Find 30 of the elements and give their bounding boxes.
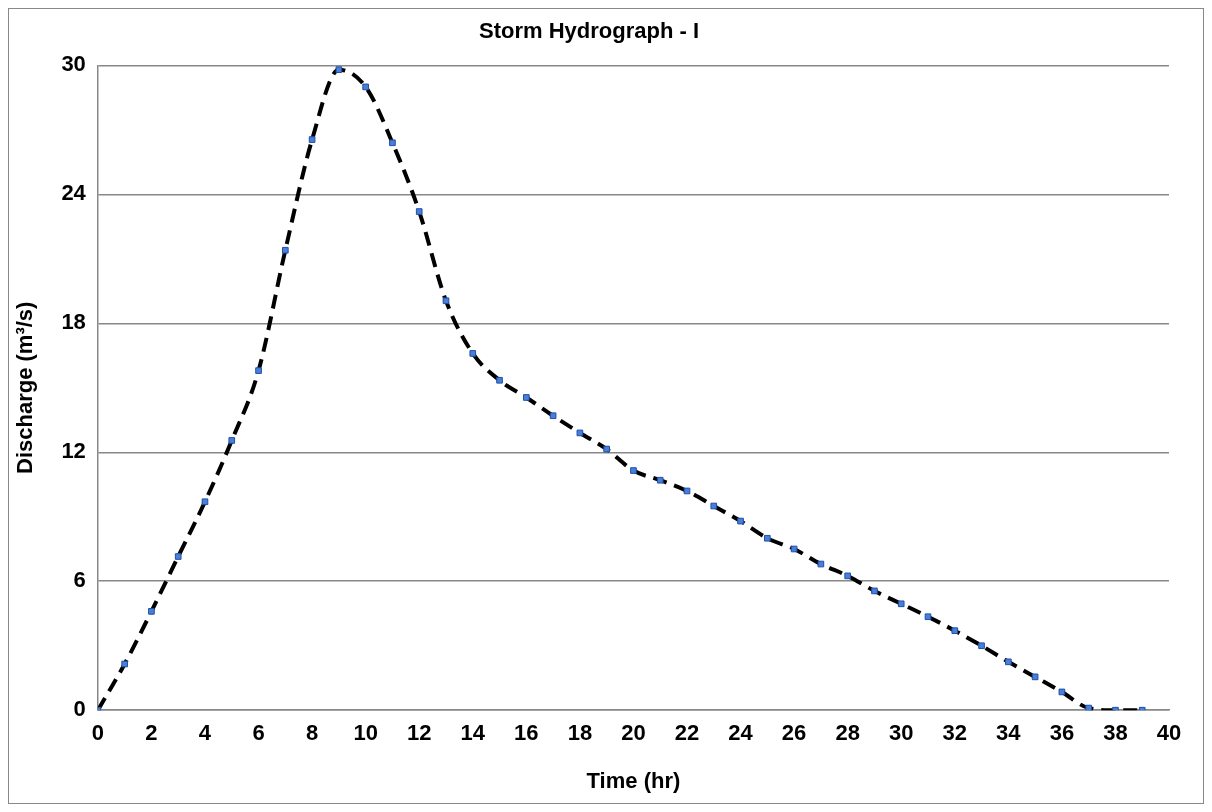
x-tick-label: 18 xyxy=(567,720,593,746)
x-tick-label: 4 xyxy=(198,720,212,746)
x-tick-label: 30 xyxy=(888,720,914,746)
x-tick-label: 40 xyxy=(1156,720,1182,746)
x-tick-label: 16 xyxy=(514,720,539,746)
x-tick-label: 36 xyxy=(1049,720,1075,746)
y-tick-label: 24 xyxy=(61,180,87,206)
y-tick-label: 30 xyxy=(61,51,86,77)
chart-title: Storm Hydrograph - I xyxy=(478,18,700,44)
x-tick-label: 2 xyxy=(145,720,158,746)
x-axis-title: Time (hr) xyxy=(586,767,681,793)
y-tick-label: 12 xyxy=(61,438,86,464)
x-tick-label: 24 xyxy=(728,720,754,746)
x-tick-label: 6 xyxy=(252,720,265,746)
y-tick-label: 0 xyxy=(73,696,86,722)
x-tick-label: 38 xyxy=(1103,720,1128,746)
x-tick-label: 32 xyxy=(942,720,968,746)
x-tick-label: 14 xyxy=(460,720,486,746)
x-tick-label: 26 xyxy=(781,720,807,746)
x-tick-label: 8 xyxy=(305,720,319,746)
x-tick-label: 20 xyxy=(621,720,646,746)
y-tick-label: 6 xyxy=(73,567,86,593)
x-tick-label: 28 xyxy=(835,720,860,746)
y-axis-title: Discharge (m³/s) xyxy=(12,301,38,474)
y-tick-label: 18 xyxy=(61,309,86,335)
x-tick-label: 0 xyxy=(91,720,104,746)
x-tick-label: 34 xyxy=(996,720,1022,746)
x-tick-label: 10 xyxy=(353,720,378,746)
x-tick-label: 12 xyxy=(406,720,432,746)
x-tick-label: 22 xyxy=(674,720,700,746)
